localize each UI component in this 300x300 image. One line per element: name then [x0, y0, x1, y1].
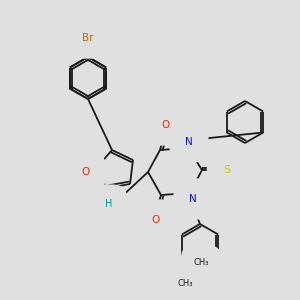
Text: CH₃: CH₃ — [177, 278, 193, 287]
Text: N: N — [185, 137, 193, 147]
Text: O: O — [82, 167, 90, 177]
Text: CH₃: CH₃ — [194, 258, 209, 267]
Text: N: N — [189, 194, 197, 204]
Text: Br: Br — [82, 33, 94, 43]
Text: H: H — [105, 199, 113, 209]
Text: O: O — [152, 215, 160, 225]
Text: S: S — [224, 165, 231, 175]
Text: O: O — [161, 120, 169, 130]
